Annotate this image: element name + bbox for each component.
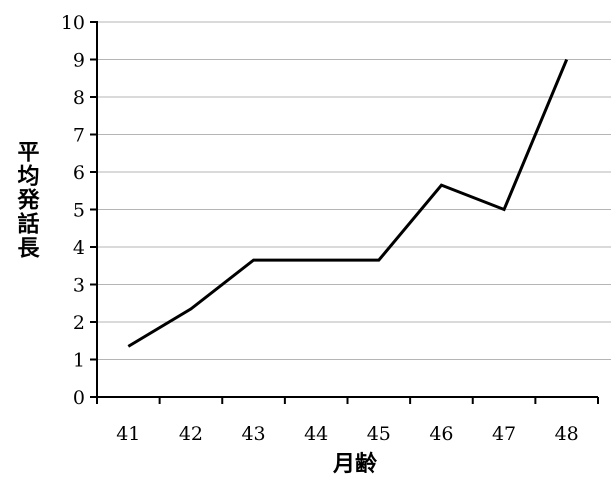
y-tick-label: 4 bbox=[73, 237, 85, 259]
y-tick-label: 1 bbox=[73, 350, 85, 372]
y-tick-labels: 0 1 2 3 4 5 6 7 8 9 10 bbox=[61, 12, 85, 409]
gridlines bbox=[97, 21, 611, 360]
x-tick-label: 45 bbox=[367, 423, 391, 445]
y-tick-label: 0 bbox=[73, 387, 85, 409]
series-line bbox=[127, 58, 569, 348]
x-tick-label: 44 bbox=[304, 423, 328, 445]
x-tick-label: 47 bbox=[492, 423, 516, 445]
x-axis-title: 月齢 bbox=[332, 451, 378, 477]
y-tick-label: 7 bbox=[73, 125, 85, 147]
y-tick-label: 5 bbox=[73, 200, 85, 222]
y-tick-label: 10 bbox=[61, 12, 85, 34]
x-tick-label: 48 bbox=[555, 423, 579, 445]
y-tick-label: 2 bbox=[73, 312, 85, 334]
y-axis-title: 平均発話長 bbox=[14, 140, 41, 260]
axes bbox=[90, 21, 599, 404]
x-tick-label: 43 bbox=[241, 423, 265, 445]
y-tick-label: 6 bbox=[73, 162, 85, 184]
x-tick-labels: 41 42 43 44 45 46 47 48 bbox=[116, 423, 579, 445]
x-tick-label: 46 bbox=[429, 423, 453, 445]
x-tick-label: 41 bbox=[116, 423, 140, 445]
y-tick-label: 9 bbox=[73, 50, 85, 72]
y-tick-label: 8 bbox=[73, 87, 85, 109]
series-layer bbox=[127, 58, 569, 348]
y-tick-label: 3 bbox=[73, 275, 85, 297]
x-tick-label: 42 bbox=[179, 423, 203, 445]
